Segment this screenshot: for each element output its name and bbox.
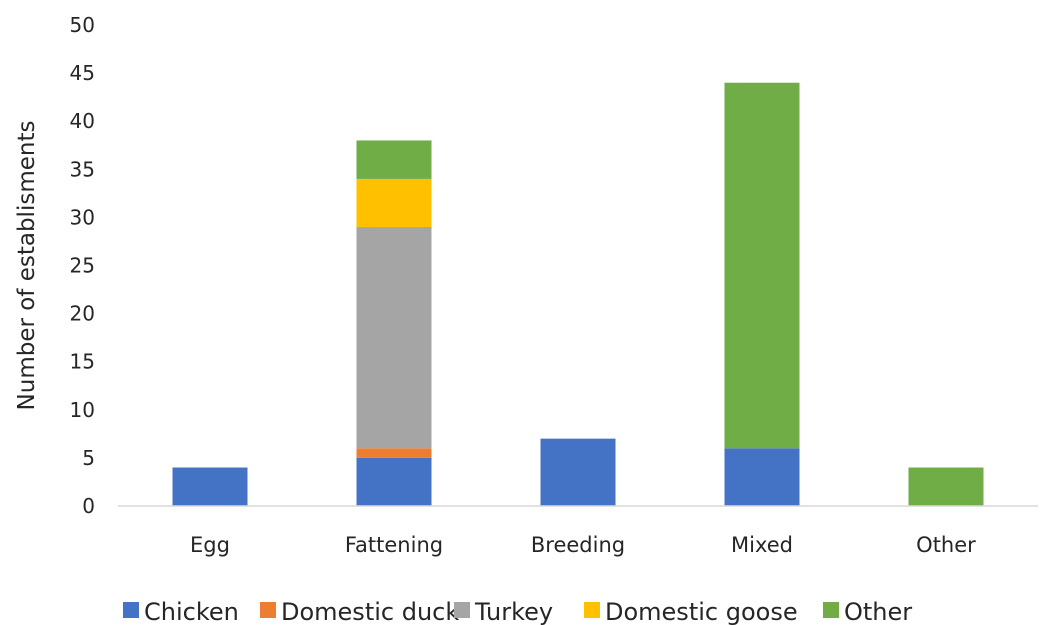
x-axis-categories: Egg Fattening Breeding Mixed Other (190, 533, 976, 557)
bar-segment (356, 140, 432, 179)
x-category-label: Other (916, 533, 976, 557)
bar-segment (908, 467, 984, 506)
legend-swatch (260, 602, 276, 618)
bar-segment (356, 178, 432, 228)
legend-swatch (123, 602, 139, 618)
legend-label: Chicken (144, 598, 239, 625)
bar-segment (356, 227, 432, 449)
bar-segment (172, 467, 248, 506)
legend-label: Domestic goose (605, 598, 798, 625)
y-tick-label: 0 (82, 494, 95, 518)
bars (172, 82, 984, 506)
y-tick-label: 25 (70, 254, 95, 278)
y-tick-label: 35 (70, 157, 95, 181)
bar-segment (356, 457, 432, 506)
legend-label: Other (844, 598, 912, 625)
y-tick-label: 20 (70, 302, 95, 326)
legend-label: Domestic duck (281, 598, 459, 625)
legend-swatch (454, 602, 470, 618)
y-tick-label: 10 (70, 398, 95, 422)
legend-label: Turkey (474, 598, 553, 625)
legend: Chicken Domestic duck Turkey Domestic goose… (123, 598, 912, 625)
bar-segment (356, 448, 432, 458)
bar-segment (724, 82, 800, 449)
bar-segment (724, 448, 800, 506)
x-category-label: Fattening (345, 533, 443, 557)
y-tick-label: 40 (70, 109, 95, 133)
y-tick-label: 5 (82, 446, 95, 470)
y-tick-label: 15 (70, 350, 95, 374)
x-category-label: Mixed (731, 533, 793, 557)
y-axis-label: Number of establisments (14, 121, 40, 411)
x-category-label: Breeding (531, 533, 625, 557)
y-axis-ticks: 0 5 10 15 20 25 30 35 40 45 50 (70, 13, 95, 518)
legend-swatch (584, 602, 600, 618)
y-tick-label: 30 (70, 205, 95, 229)
x-category-label: Egg (190, 533, 230, 557)
y-tick-label: 50 (70, 13, 95, 37)
legend-swatch (823, 602, 839, 618)
bar-segment (540, 438, 616, 506)
y-tick-label: 45 (70, 61, 95, 85)
